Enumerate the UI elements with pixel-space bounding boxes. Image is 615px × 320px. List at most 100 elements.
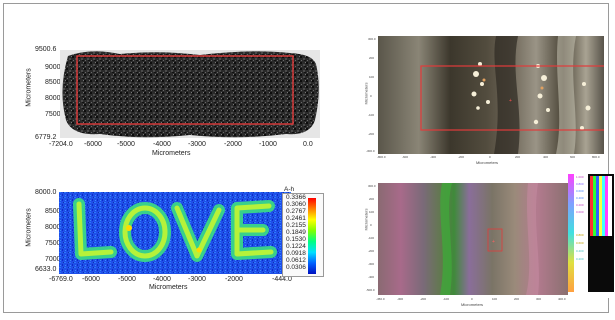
colorbar-value: 0.3060: [286, 201, 306, 208]
x-tick: -6000: [84, 141, 102, 148]
colorbar-value: 0.2461: [286, 215, 306, 222]
y-tick: 300.0: [368, 184, 376, 188]
y-axis-title: Micrometers: [25, 68, 33, 107]
colorbar-value: 0.0612: [286, 257, 306, 264]
panel-micrograph: 300.0 200 100 0 -100 -200 -300.0 Microme…: [356, 30, 606, 165]
y-tick: 300.0: [368, 37, 376, 41]
x-tick: -2000: [224, 141, 242, 148]
x-tick: -400: [430, 155, 437, 159]
colorbar: A-h 0.3366 0.3060 0.2767 0.2461 0.2155 0…: [272, 186, 324, 282]
x-tick: -7204.0: [49, 141, 73, 148]
colorbar-value: 0.1530: [286, 236, 306, 243]
svg-text:+: +: [492, 239, 495, 245]
micrograph-image: +: [378, 36, 604, 154]
x-tick: -6000: [82, 276, 100, 283]
y-tick: -300.0: [366, 149, 375, 153]
svg-text:+: +: [509, 98, 512, 104]
y-tick: -300: [368, 262, 375, 266]
x-tick: 800.0: [592, 155, 600, 159]
x-tick: 0: [471, 297, 473, 301]
legend-panel: 1.000 0.800 0.600 0.400 0.200 0.000 0.80…: [568, 174, 614, 298]
y-tick: 100: [369, 75, 375, 79]
x-tick: 0: [489, 155, 491, 159]
x-tick: -5000: [118, 276, 136, 283]
x-tick: -2000: [225, 276, 243, 283]
x-tick: -200: [458, 155, 465, 159]
colorbar-value: 0.3366: [286, 194, 306, 201]
colorbar-box: [282, 193, 324, 277]
y-axis-title: Micrometers: [363, 208, 369, 231]
panel-love-heatmap: 8000.0 8500 8000 7500 7000 6633.0 Microm…: [22, 184, 332, 294]
x-tick: 300: [536, 297, 542, 301]
x-tick: -450.0: [376, 297, 385, 301]
legend-value: 1.000: [576, 175, 584, 179]
y-tick: 200: [369, 56, 375, 60]
legend-value: 0.800: [576, 233, 584, 237]
y-tick: 7500: [45, 240, 61, 247]
y-tick: -100: [368, 113, 375, 117]
legend-value: 0.200: [576, 257, 584, 261]
y-tick: 6633.0: [35, 266, 57, 273]
colorbar-value: 0.2155: [286, 222, 306, 229]
legend-value: 0.800: [576, 182, 584, 186]
love-heatmap-image: [59, 192, 291, 274]
y-tick: 7000: [45, 256, 61, 263]
x-tick: 100: [492, 297, 498, 301]
legend-value: 0.000: [576, 210, 584, 214]
legend-gradient-strip: [568, 174, 574, 292]
x-tick: 0.0: [303, 141, 313, 148]
figure-frame: [3, 3, 609, 313]
colorbar-value: 0.0918: [286, 250, 306, 257]
x-axis-title: Micrometers: [149, 284, 188, 291]
y-tick: 8000: [45, 95, 61, 102]
y-tick: 9500.6: [35, 46, 57, 53]
y-tick: 0: [370, 223, 372, 227]
y-tick: 8000: [45, 224, 61, 231]
y-tick: -200: [368, 249, 375, 253]
legend-value: 0.200: [576, 203, 584, 207]
colorbar-value: 0.0306: [286, 264, 306, 271]
colorbar-value: 0.2767: [286, 208, 306, 215]
y-tick: -200: [368, 132, 375, 136]
legend-value: 0.400: [576, 249, 584, 253]
y-tick: 100: [369, 210, 375, 214]
x-tick: -600: [402, 155, 409, 159]
x-tick: 200: [515, 155, 521, 159]
x-axis-title: Micrometers: [152, 150, 191, 157]
x-tick: 200: [514, 297, 520, 301]
x-axis-title: Micrometers: [476, 160, 499, 165]
legend-value: 0.600: [576, 189, 584, 193]
x-tick: -200: [420, 297, 427, 301]
x-tick: -800.0: [377, 155, 386, 159]
y-tick: 9000: [45, 64, 61, 71]
y-tick: -400: [368, 275, 375, 279]
x-tick: 400.0: [558, 297, 566, 301]
x-tick: -444.0: [272, 276, 292, 283]
legend-value: 0.600: [576, 241, 584, 245]
x-tick: -100: [443, 297, 450, 301]
x-tick: -3000: [188, 141, 206, 148]
y-tick: 7500: [45, 111, 61, 118]
x-tick: -4000: [153, 141, 171, 148]
y-tick: 0: [370, 94, 372, 98]
legend-value: 0.400: [576, 196, 584, 200]
panel-false-color-map: 300.0 200 100 0 -100 -200 -300 -400 -500…: [356, 174, 614, 308]
grayscale-image: [60, 50, 320, 138]
y-tick: 8000.0: [35, 189, 57, 196]
y-tick: -500.0: [366, 288, 375, 292]
y-axis-title: Micrometers: [363, 82, 369, 105]
x-tick: -5000: [117, 141, 135, 148]
colorbar-value: 0.1224: [286, 243, 306, 250]
panel-grayscale-map: 9500.6 9000 8500 8000 7500 6779.2 Microm…: [22, 42, 322, 164]
y-tick: 200: [369, 197, 375, 201]
x-tick: -300: [397, 297, 404, 301]
colorbar-value: 0.1849: [286, 229, 306, 236]
x-tick: -4000: [153, 276, 171, 283]
x-tick: 600: [570, 155, 576, 159]
x-tick: -1000: [259, 141, 277, 148]
y-tick: 8500: [45, 208, 61, 215]
y-tick: 8500: [45, 79, 61, 86]
colorbar-gradient: [308, 198, 316, 274]
legend-bars: [590, 176, 612, 236]
y-tick: 6779.2: [35, 134, 57, 141]
